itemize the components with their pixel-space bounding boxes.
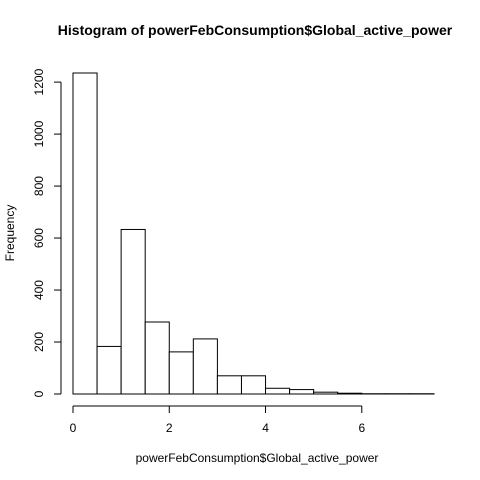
x-axis-label: powerFebConsumption$Global_active_power	[136, 451, 379, 465]
y-tick-label: 1000	[32, 120, 46, 147]
histogram-bar	[192, 338, 218, 395]
y-axis: 0 200 400 600 800 1000 1200	[32, 68, 62, 397]
histogram-bar	[265, 387, 291, 395]
histogram-bar	[313, 391, 339, 395]
histogram-bar	[144, 321, 170, 395]
y-tick-label: 0	[32, 390, 46, 397]
x-tick-label: 2	[166, 421, 173, 435]
y-tick-label: 200	[32, 332, 46, 352]
bars-group	[72, 72, 435, 395]
chart-title: Histogram of powerFebConsumption$Global_…	[58, 22, 453, 38]
histogram-bar	[96, 345, 122, 395]
y-tick-label: 800	[32, 176, 46, 196]
y-axis-label: Frequency	[3, 205, 17, 262]
histogram-bar	[216, 375, 242, 395]
histogram-bar	[289, 389, 315, 395]
x-tick-label: 0	[70, 421, 77, 435]
histogram-bar	[168, 351, 194, 395]
y-tick-label: 1200	[32, 68, 46, 95]
histogram-bar	[120, 228, 146, 395]
x-axis: 0 2 4 6	[70, 405, 365, 435]
histogram-bar	[240, 375, 267, 395]
y-tick-label: 600	[32, 228, 46, 248]
x-tick-label: 4	[262, 421, 269, 435]
histogram-bar	[72, 72, 98, 395]
x-tick-label: 6	[358, 421, 365, 435]
y-tick-label: 400	[32, 280, 46, 300]
histogram-bar	[337, 392, 363, 395]
